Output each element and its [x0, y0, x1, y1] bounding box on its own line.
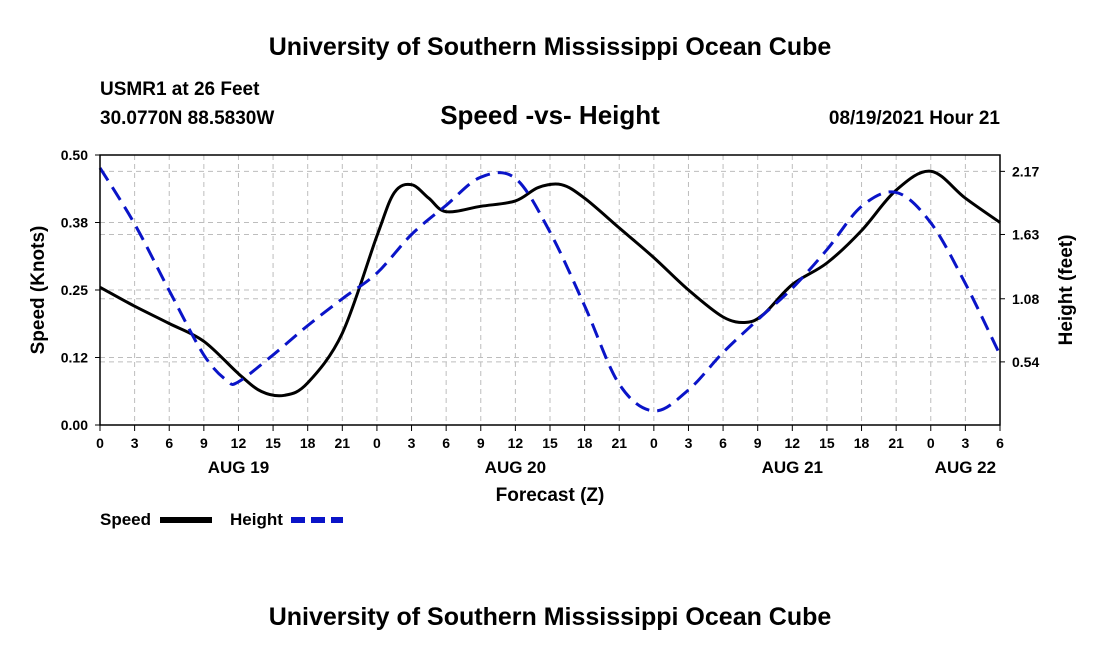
x-tick-label: 6 — [996, 435, 1004, 451]
x-tick-label: 3 — [961, 435, 969, 451]
x-tick-label: 9 — [754, 435, 762, 451]
day-label: AUG 20 — [485, 458, 546, 477]
datetime-label: 08/19/2021 Hour 21 — [829, 108, 1001, 129]
x-tick-label: 15 — [265, 435, 281, 451]
x-tick-label: 9 — [200, 435, 208, 451]
page-title: University of Southern Mississippi Ocean… — [269, 33, 832, 61]
x-tick-label: 0 — [96, 435, 104, 451]
day-label: AUG 19 — [208, 458, 269, 477]
y-tick-label: 0.12 — [61, 350, 88, 366]
x-tick-label: 21 — [888, 435, 904, 451]
x-tick-label: 0 — [927, 435, 935, 451]
x-tick-label: 12 — [231, 435, 247, 451]
y2-tick-label: 1.08 — [1012, 291, 1039, 307]
x-tick-label: 15 — [542, 435, 558, 451]
series-line-speed — [99, 169, 1001, 398]
station-label: USMR1 at 26 Feet — [100, 79, 260, 100]
x-tick-label: 21 — [335, 435, 351, 451]
x-tick-label: 12 — [785, 435, 801, 451]
legend: Speed Height — [100, 510, 343, 529]
series-line-height — [98, 167, 1002, 413]
x-tick-label: 6 — [165, 435, 173, 451]
y-axis-label: Speed (Knots) — [28, 226, 49, 355]
x-tick-label: 3 — [408, 435, 416, 451]
footer-title: University of Southern Mississippi Ocean… — [269, 603, 832, 631]
x-tick-label: 18 — [854, 435, 870, 451]
x-tick-label: 0 — [373, 435, 381, 451]
y-tick-label: 0.38 — [61, 215, 88, 231]
y2-tick-label: 2.17 — [1012, 163, 1039, 179]
axis-ticks: 0 3 6 9 12 15 18 21 0 3 6 9 12 15 18 21 0 3 6 9 12 15 18 21 0 3 6 0… — [61, 147, 1040, 477]
x-tick-label: 3 — [131, 435, 139, 451]
y2-tick-label: 0.54 — [1012, 354, 1039, 370]
day-label: AUG 22 — [935, 458, 996, 477]
y-tick-label: 0.25 — [61, 282, 88, 298]
x-tick-label: 9 — [477, 435, 485, 451]
x-tick-label: 18 — [300, 435, 316, 451]
x-tick-label: 3 — [685, 435, 693, 451]
x-tick-label: 0 — [650, 435, 658, 451]
x-axis-label: Forecast (Z) — [496, 485, 605, 506]
y-tick-label: 0.00 — [61, 417, 88, 433]
series-layer — [98, 167, 1002, 413]
x-tick-label: 12 — [508, 435, 524, 451]
x-tick-label: 6 — [442, 435, 450, 451]
x-tick-label: 21 — [611, 435, 627, 451]
legend-height-label: Height — [230, 510, 283, 529]
chart-title: Speed -vs- Height — [440, 100, 660, 130]
y2-axis-label: Height (feet) — [1056, 235, 1077, 346]
y-tick-label: 0.50 — [61, 147, 88, 163]
legend-speed-label: Speed — [100, 510, 151, 529]
x-tick-label: 18 — [577, 435, 593, 451]
location-label: 30.0770N 88.5830W — [100, 108, 274, 129]
day-label: AUG 21 — [762, 458, 823, 477]
x-tick-label: 15 — [819, 435, 835, 451]
y2-tick-label: 1.63 — [1012, 226, 1039, 242]
x-tick-label: 6 — [719, 435, 727, 451]
